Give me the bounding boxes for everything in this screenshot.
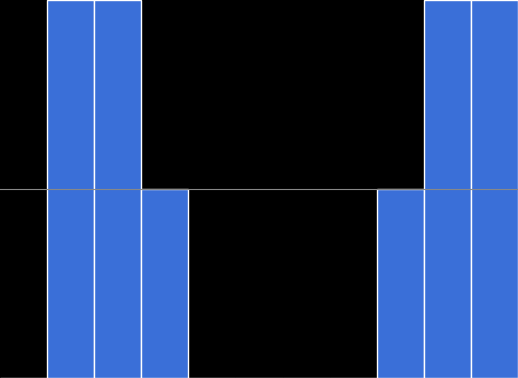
Bar	[47, 0, 94, 378]
Bar	[377, 189, 424, 378]
Bar	[424, 0, 471, 378]
Bar	[471, 0, 518, 378]
Bar	[94, 0, 141, 378]
Bar	[141, 189, 189, 378]
